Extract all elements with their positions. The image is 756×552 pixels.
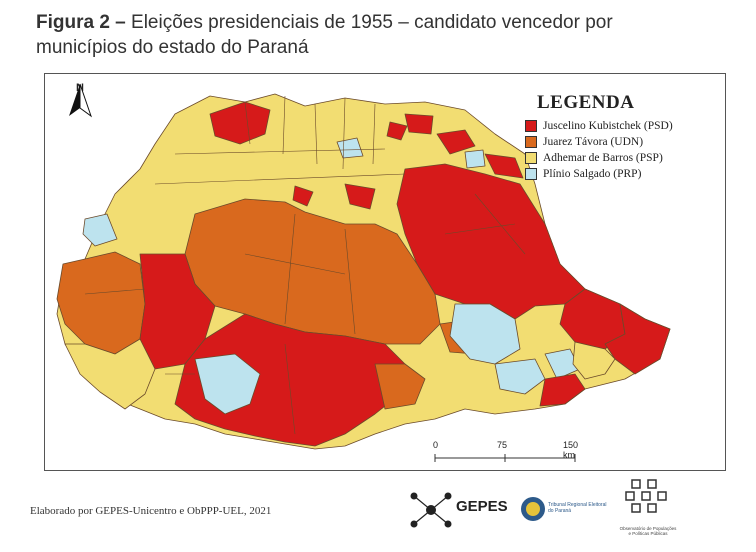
legend-swatch: [525, 152, 537, 164]
scale-tick-label: 150 km: [563, 440, 579, 460]
region-prp: [464, 149, 486, 169]
region-prp: [449, 303, 521, 365]
region-psd: [539, 373, 586, 407]
observatorio-wordmark: Observatório de Populações e Políticas P…: [619, 526, 677, 536]
region-udn: [184, 198, 441, 345]
region-udn: [374, 363, 426, 410]
region-psd: [604, 303, 671, 375]
tre-wordmark: Tribunal Regional Eleitoral do Paraná: [548, 502, 607, 514]
legend-item-psd: Juscelino Kubistchek (PSD): [525, 118, 715, 134]
legend-label: Juarez Távora (UDN): [543, 136, 644, 148]
scale-tick-label: 0: [433, 440, 439, 450]
region-psd: [386, 121, 408, 141]
legend-item-prp: Plínio Salgado (PRP): [525, 166, 715, 182]
region-prp: [494, 358, 546, 395]
region-psd: [484, 153, 524, 179]
region-psd: [292, 185, 314, 207]
scale-tick-label: 75: [497, 440, 508, 450]
legend-item-psp: Adhemar de Barros (PSP): [525, 150, 715, 166]
region-psd: [396, 163, 586, 320]
observatorio-logo: Observatório de Populações e Políticas P…: [618, 478, 726, 548]
legend-swatch: [525, 120, 537, 132]
gepes-wordmark: GEPES: [456, 498, 508, 515]
scale-bar: 0 75 150 km: [433, 440, 583, 464]
figure-caption: Figura 2 – Eleições presidenciais de 195…: [36, 10, 736, 60]
region-psp: [64, 338, 156, 410]
gepes-logo: GEPES: [408, 488, 516, 532]
people-grid-icon: [625, 479, 667, 513]
municipal-borders: [84, 95, 526, 435]
region-psd: [404, 113, 434, 135]
network-icon: [410, 492, 452, 528]
tre-emblem-icon: [521, 497, 545, 521]
scale-line: [434, 454, 576, 462]
map-legend: LEGENDA Juscelino Kubistchek (PSD) Juare…: [525, 92, 715, 182]
region-prp: [82, 213, 118, 247]
legend-title: LEGENDA: [537, 92, 635, 113]
figure-title-line2: municípios do estado do Paraná: [36, 37, 309, 58]
region-psp: [572, 341, 616, 380]
legend-label: Juscelino Kubistchek (PSD): [543, 120, 673, 132]
legend-swatch: [525, 136, 537, 148]
region-psd: [344, 183, 376, 210]
parana-map: [56, 93, 671, 450]
legend-label: Adhemar de Barros (PSP): [543, 152, 663, 164]
tre-logo: Tribunal Regional Eleitoral do Paraná: [520, 492, 612, 528]
legend-swatch: [525, 168, 537, 180]
region-psd: [436, 129, 476, 155]
credit-text: Elaborado por GEPES-Unicentro e ObPPP-UE…: [30, 505, 272, 517]
north-arrow-icon: [69, 83, 92, 118]
legend-item-udn: Juarez Távora (UDN): [525, 134, 715, 150]
figure-label: Figura 2 –: [36, 12, 126, 33]
map-frame: N LEGENDA Juscelino Kubistchek (PSD) Jua…: [44, 73, 726, 471]
legend-label: Plínio Salgado (PRP): [543, 168, 642, 180]
north-arrow: N: [65, 82, 95, 118]
figure-title-line1: Eleições presidenciais de 1955 – candida…: [125, 12, 613, 33]
region-prp: [194, 353, 261, 415]
